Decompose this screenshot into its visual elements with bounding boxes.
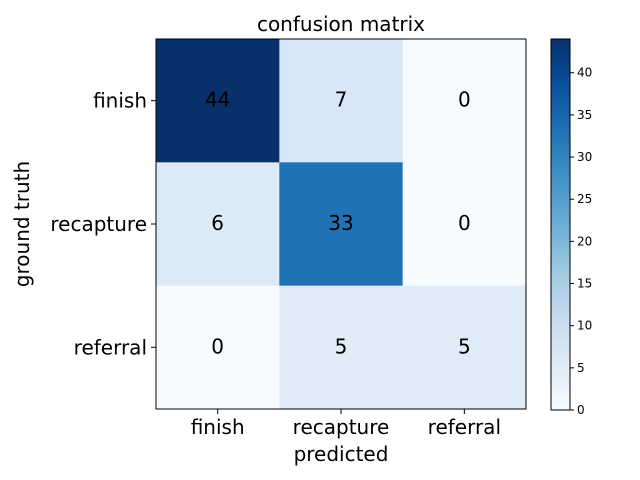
colorbar-tick-label: 5 bbox=[577, 361, 585, 375]
x-tick-label: referral bbox=[428, 415, 501, 439]
colorbar-tick-label: 0 bbox=[577, 403, 585, 417]
x-tick-label: finish bbox=[191, 415, 245, 439]
colorbar-tick-label: 30 bbox=[577, 150, 592, 164]
cell-value-label: 44 bbox=[205, 88, 230, 112]
cell-value-label: 0 bbox=[458, 211, 471, 235]
heatmap-cell-labels: 44 7 0 6 33 0 0 5 5 bbox=[205, 88, 471, 359]
colorbar-tick-label: 15 bbox=[577, 277, 592, 291]
y-axis-ticks: finish recapture referral bbox=[50, 89, 156, 359]
cell-value-label: 0 bbox=[458, 88, 471, 112]
y-tick-label: recapture bbox=[50, 212, 147, 236]
heatmap-cell bbox=[402, 162, 527, 287]
x-tick-label: recapture bbox=[293, 415, 390, 439]
heatmap-cell bbox=[156, 162, 280, 287]
colorbar-ticks: 0 5 10 15 20 25 30 35 40 bbox=[570, 66, 592, 417]
colorbar-gradient bbox=[551, 39, 570, 410]
cell-value-label: 33 bbox=[328, 211, 353, 235]
heatmap-cell bbox=[156, 39, 280, 163]
cell-value-label: 6 bbox=[211, 211, 224, 235]
y-tick-label: finish bbox=[93, 89, 147, 113]
cell-value-label: 7 bbox=[335, 88, 348, 112]
cell-value-label: 5 bbox=[335, 334, 348, 358]
heatmap-cell bbox=[402, 39, 527, 163]
cell-value-label: 5 bbox=[458, 334, 471, 358]
x-axis-ticks: finish recapture referral bbox=[191, 409, 501, 439]
cell-value-label: 0 bbox=[211, 334, 224, 358]
heatmap-cell bbox=[279, 39, 404, 163]
x-axis-label: predicted bbox=[294, 442, 389, 466]
heatmap-cell bbox=[156, 285, 280, 410]
colorbar-tick-label: 10 bbox=[577, 319, 592, 333]
y-axis-label: ground truth bbox=[10, 161, 34, 287]
chart-title: confusion matrix bbox=[257, 12, 425, 36]
heatmap-cell bbox=[402, 285, 527, 410]
colorbar-tick-label: 25 bbox=[577, 192, 592, 206]
colorbar-tick-label: 20 bbox=[577, 234, 592, 248]
y-tick-label: referral bbox=[74, 335, 147, 359]
heatmap-cell bbox=[279, 162, 404, 287]
heatmap-cells bbox=[156, 39, 527, 410]
colorbar-tick-label: 35 bbox=[577, 108, 592, 122]
colorbar-frame bbox=[550, 38, 571, 411]
colorbar-tick-label: 40 bbox=[577, 66, 592, 80]
heatmap-cell bbox=[279, 285, 404, 410]
